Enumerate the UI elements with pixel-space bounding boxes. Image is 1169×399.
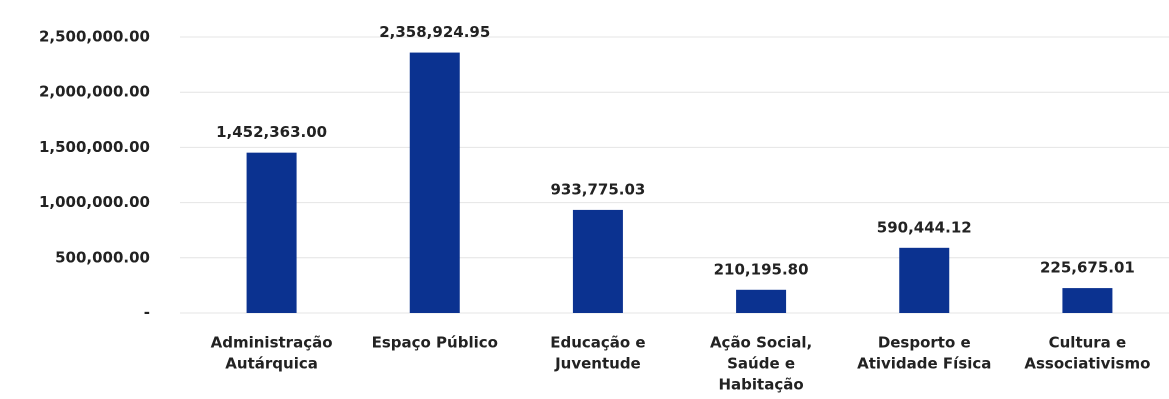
x-tick-label: Administração (211, 334, 333, 352)
bar (1062, 288, 1113, 313)
x-tick-label: Saúde e (727, 355, 795, 373)
bar (409, 52, 460, 314)
x-tick-label: Juventude (554, 355, 641, 373)
x-tick-label: Atividade Física (857, 355, 991, 373)
data-label: 225,675.01 (1040, 259, 1135, 277)
x-tick-label: Ação Social, (710, 334, 812, 352)
y-tick-label: - (144, 304, 150, 322)
data-label: 1,452,363.00 (216, 123, 327, 141)
x-tick-label: Associativismo (1024, 355, 1150, 373)
data-label: 210,195.80 (714, 260, 809, 278)
y-tick-label: 1,500,000.00 (39, 138, 150, 156)
y-tick-label: 2,500,000.00 (39, 28, 150, 46)
bar (899, 247, 950, 313)
bar (736, 289, 787, 313)
x-tick-label: Habitação (718, 376, 803, 394)
x-tick-label: Espaço Público (372, 334, 498, 352)
y-tick-label: 500,000.00 (55, 248, 150, 266)
data-label: 2,358,924.95 (379, 23, 490, 41)
bar (246, 152, 297, 313)
y-tick-label: 1,000,000.00 (39, 193, 150, 211)
x-tick-label: Educação e (550, 334, 645, 352)
x-tick-label: Autárquica (225, 355, 318, 373)
data-label: 590,444.12 (877, 218, 972, 236)
y-tick-label: 2,000,000.00 (39, 83, 150, 101)
x-tick-label: Cultura e (1049, 334, 1127, 352)
bar (572, 209, 623, 313)
x-tick-label: Desporto e (878, 334, 971, 352)
data-label: 933,775.03 (550, 180, 645, 198)
